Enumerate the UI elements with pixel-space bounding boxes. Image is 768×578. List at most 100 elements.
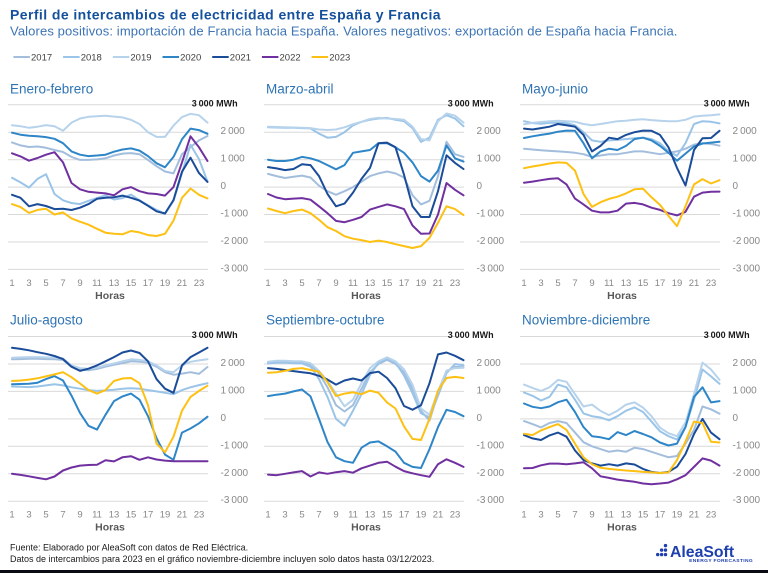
svg-text:0: 0 xyxy=(221,413,227,424)
svg-text:13: 13 xyxy=(109,278,120,289)
svg-text:Horas: Horas xyxy=(351,290,381,302)
svg-text:2 000: 2 000 xyxy=(477,358,502,369)
svg-text:17: 17 xyxy=(399,278,410,289)
svg-text:17: 17 xyxy=(143,278,154,289)
svg-text:15: 15 xyxy=(382,278,393,289)
svg-text:2 000: 2 000 xyxy=(733,358,758,369)
svg-text:23: 23 xyxy=(706,509,717,520)
svg-text:13: 13 xyxy=(621,278,632,289)
svg-text:11: 11 xyxy=(604,509,614,520)
svg-text:11: 11 xyxy=(92,278,102,289)
svg-text:15: 15 xyxy=(638,509,649,520)
svg-text:2018: 2018 xyxy=(81,52,102,63)
svg-text:7: 7 xyxy=(316,278,321,289)
svg-text:17: 17 xyxy=(399,509,410,520)
svg-text:13: 13 xyxy=(365,278,376,289)
svg-text:Horas: Horas xyxy=(351,522,381,534)
svg-text:3: 3 xyxy=(26,278,31,289)
svg-text:23: 23 xyxy=(706,278,717,289)
svg-text:0: 0 xyxy=(733,413,739,424)
svg-text:-1 000: -1 000 xyxy=(221,440,249,451)
svg-text:5: 5 xyxy=(555,278,560,289)
svg-text:21: 21 xyxy=(433,278,444,289)
svg-text:1: 1 xyxy=(9,509,14,520)
svg-text:3: 3 xyxy=(538,509,543,520)
svg-text:Valores positivos: importación: Valores positivos: importación de Franci… xyxy=(10,24,678,39)
svg-text:1 000: 1 000 xyxy=(477,154,502,165)
svg-text:5: 5 xyxy=(43,509,48,520)
svg-text:19: 19 xyxy=(672,278,683,289)
svg-text:23: 23 xyxy=(194,278,205,289)
svg-text:9: 9 xyxy=(589,278,594,289)
svg-text:19: 19 xyxy=(160,509,171,520)
svg-text:-3 000: -3 000 xyxy=(733,495,761,506)
svg-text:21: 21 xyxy=(433,509,444,520)
svg-text:2 000: 2 000 xyxy=(477,126,502,137)
svg-text:0: 0 xyxy=(733,181,739,192)
svg-text:15: 15 xyxy=(382,509,393,520)
svg-text:3 000 MWh: 3 000 MWh xyxy=(704,98,750,108)
svg-text:-3 000: -3 000 xyxy=(733,263,761,274)
svg-text:1: 1 xyxy=(521,509,526,520)
svg-text:17: 17 xyxy=(655,278,666,289)
svg-text:15: 15 xyxy=(638,278,649,289)
svg-text:-1 000: -1 000 xyxy=(477,440,505,451)
svg-text:-2 000: -2 000 xyxy=(221,468,249,479)
svg-text:19: 19 xyxy=(160,278,171,289)
svg-text:0: 0 xyxy=(477,181,483,192)
svg-text:5: 5 xyxy=(299,509,304,520)
svg-text:11: 11 xyxy=(348,509,358,520)
svg-text:3: 3 xyxy=(26,509,31,520)
svg-text:Mayo-junio: Mayo-junio xyxy=(522,82,588,97)
svg-text:-1 000: -1 000 xyxy=(733,440,761,451)
svg-text:3 000 MWh: 3 000 MWh xyxy=(448,98,494,108)
svg-text:13: 13 xyxy=(109,509,120,520)
svg-text:23: 23 xyxy=(194,509,205,520)
svg-text:-2 000: -2 000 xyxy=(221,236,249,247)
svg-text:13: 13 xyxy=(365,509,376,520)
svg-text:19: 19 xyxy=(416,509,427,520)
svg-text:23: 23 xyxy=(450,278,461,289)
svg-text:-1 000: -1 000 xyxy=(733,209,761,220)
svg-text:7: 7 xyxy=(60,509,65,520)
svg-text:13: 13 xyxy=(621,509,632,520)
svg-text:-3 000: -3 000 xyxy=(477,495,505,506)
svg-text:15: 15 xyxy=(126,509,137,520)
svg-text:-3 000: -3 000 xyxy=(477,263,505,274)
svg-text:1: 1 xyxy=(521,278,526,289)
svg-text:2019: 2019 xyxy=(130,52,151,63)
svg-text:Datos de intercambios para 202: Datos de intercambios para 2023 en el gr… xyxy=(10,554,434,564)
svg-text:1 000: 1 000 xyxy=(221,154,246,165)
svg-text:3 000 MWh: 3 000 MWh xyxy=(704,330,750,340)
svg-text:2021: 2021 xyxy=(230,52,251,63)
svg-text:2022: 2022 xyxy=(280,52,301,63)
svg-text:3: 3 xyxy=(538,278,543,289)
svg-text:3: 3 xyxy=(282,509,287,520)
svg-text:7: 7 xyxy=(572,509,577,520)
svg-text:-2 000: -2 000 xyxy=(477,236,505,247)
svg-text:-2 000: -2 000 xyxy=(477,468,505,479)
svg-text:17: 17 xyxy=(143,509,154,520)
svg-text:9: 9 xyxy=(77,509,82,520)
svg-text:Horas: Horas xyxy=(95,522,125,534)
svg-text:9: 9 xyxy=(333,509,338,520)
svg-text:21: 21 xyxy=(177,278,188,289)
svg-text:3 000 MWh: 3 000 MWh xyxy=(192,98,238,108)
svg-text:5: 5 xyxy=(299,278,304,289)
svg-text:Horas: Horas xyxy=(607,522,637,534)
svg-text:11: 11 xyxy=(92,509,102,520)
svg-text:3 000 MWh: 3 000 MWh xyxy=(192,330,238,340)
svg-text:Fuente: Elaborado por AleaSoft: Fuente: Elaborado por AleaSoft con datos… xyxy=(10,543,248,553)
svg-text:21: 21 xyxy=(689,509,700,520)
svg-text:Julio-agosto: Julio-agosto xyxy=(10,313,83,328)
svg-text:1: 1 xyxy=(265,278,270,289)
svg-text:-2 000: -2 000 xyxy=(733,236,761,247)
svg-text:11: 11 xyxy=(604,278,614,289)
svg-text:-1 000: -1 000 xyxy=(221,209,249,220)
svg-text:17: 17 xyxy=(655,509,666,520)
svg-text:3 000 MWh: 3 000 MWh xyxy=(448,330,494,340)
svg-text:Marzo-abril: Marzo-abril xyxy=(266,82,334,97)
svg-text:1: 1 xyxy=(9,278,14,289)
svg-text:15: 15 xyxy=(126,278,137,289)
svg-text:Septiembre-octubre: Septiembre-octubre xyxy=(266,313,385,328)
